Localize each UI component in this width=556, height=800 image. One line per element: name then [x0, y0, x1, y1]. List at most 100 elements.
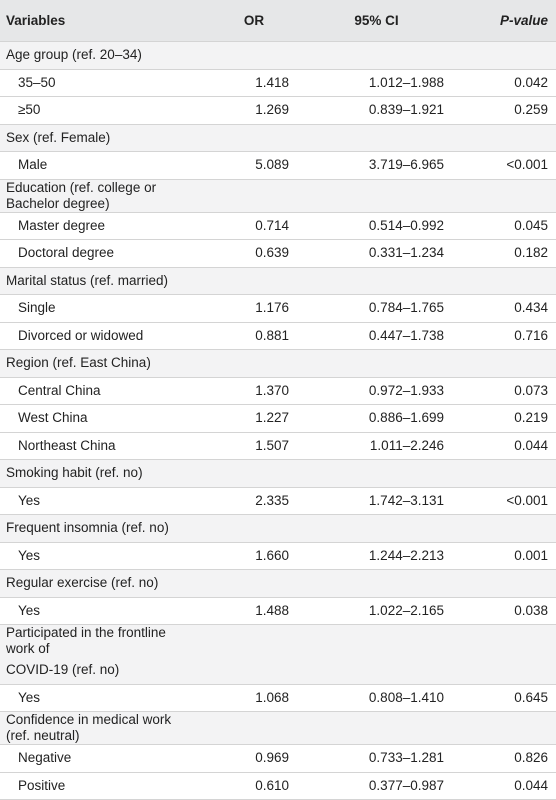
cell-or [181, 124, 289, 152]
cell-or: 5.089 [181, 151, 289, 179]
cell-ci [289, 349, 448, 377]
table-group-row: Participated in the frontline work of [0, 624, 556, 657]
cell-variable: Doctoral degree [0, 239, 181, 267]
cell-p-value [448, 569, 556, 597]
table-group-row: Regular exercise (ref. no) [0, 569, 556, 597]
table-row: Master degree 0.714 0.514–0.992 0.045 [0, 212, 556, 240]
cell-ci: 0.972–1.933 [289, 377, 448, 405]
table-group-row: Sex (ref. Female) [0, 124, 556, 152]
cell-ci [289, 569, 448, 597]
cell-or: 0.881 [181, 322, 289, 350]
table-row: Positive 0.610 0.377–0.987 0.044 [0, 772, 556, 800]
cell-variable: COVID-19 (ref. no) [0, 657, 181, 684]
cell-ci [289, 459, 448, 487]
cell-variable: Central China [0, 377, 181, 405]
cell-p-value: 0.044 [448, 772, 556, 800]
cell-or [181, 41, 289, 69]
table-group-row: COVID-19 (ref. no) [0, 657, 556, 684]
cell-p-value [448, 179, 556, 212]
cell-variable: Regular exercise (ref. no) [0, 569, 181, 597]
cell-variable: Frequent insomnia (ref. no) [0, 514, 181, 542]
cell-or: 0.969 [181, 744, 289, 772]
cell-p-value: <0.001 [448, 151, 556, 179]
header-variables: Variables [0, 0, 181, 42]
cell-variable: Yes [0, 597, 181, 625]
cell-or [181, 179, 289, 212]
table-row: Central China 1.370 0.972–1.933 0.073 [0, 377, 556, 405]
table-group-row: Smoking habit (ref. no) [0, 459, 556, 487]
cell-variable: Northeast China [0, 432, 181, 460]
cell-p-value: 0.001 [448, 542, 556, 570]
cell-or [181, 569, 289, 597]
cell-p-value: 0.073 [448, 377, 556, 405]
table-group-row: Frequent insomnia (ref. no) [0, 514, 556, 542]
cell-variable: Yes [0, 542, 181, 570]
cell-variable: 35–50 [0, 69, 181, 97]
cell-p-value: <0.001 [448, 487, 556, 515]
cell-variable: Yes [0, 487, 181, 515]
cell-variable: ≥50 [0, 96, 181, 124]
cell-p-value [448, 657, 556, 684]
table-row: Yes 1.068 0.808–1.410 0.645 [0, 684, 556, 712]
cell-ci: 0.886–1.699 [289, 404, 448, 432]
cell-or [181, 514, 289, 542]
cell-variable: Sex (ref. Female) [0, 124, 181, 152]
cell-variable: Yes [0, 684, 181, 712]
cell-or: 2.335 [181, 487, 289, 515]
cell-variable: Smoking habit (ref. no) [0, 459, 181, 487]
cell-ci: 0.808–1.410 [289, 684, 448, 712]
cell-ci: 1.022–2.165 [289, 597, 448, 625]
cell-p-value: 0.434 [448, 294, 556, 322]
cell-p-value: 0.182 [448, 239, 556, 267]
header-ci: 95% CI [289, 0, 448, 42]
cell-variable: Confidence in medical work (ref. neutral… [0, 711, 181, 745]
cell-ci: 0.733–1.281 [289, 744, 448, 772]
cell-or: 1.176 [181, 294, 289, 322]
cell-variable: Region (ref. East China) [0, 349, 181, 377]
cell-or [181, 624, 289, 657]
cell-p-value [448, 41, 556, 69]
table-row: Divorced or widowed 0.881 0.447–1.738 0.716 [0, 322, 556, 350]
cell-ci: 0.377–0.987 [289, 772, 448, 800]
table-row: West China 1.227 0.886–1.699 0.219 [0, 404, 556, 432]
cell-variable: Marital status (ref. married) [0, 267, 181, 295]
table-body: Age group (ref. 20–34) 35–50 1.418 1.012–1.… [0, 41, 556, 800]
cell-ci [289, 179, 448, 212]
cell-p-value [448, 267, 556, 295]
cell-p-value [448, 624, 556, 657]
table-group-row: Age group (ref. 20–34) [0, 41, 556, 69]
table-row: Negative 0.969 0.733–1.281 0.826 [0, 744, 556, 772]
cell-or [181, 657, 289, 684]
cell-or: 0.639 [181, 239, 289, 267]
cell-variable: Participated in the frontline work of [0, 624, 181, 657]
cell-variable: Positive [0, 772, 181, 800]
table-row: Northeast China 1.507 1.011–2.246 0.044 [0, 432, 556, 460]
cell-or: 1.660 [181, 542, 289, 570]
cell-or: 1.488 [181, 597, 289, 625]
table-header: Variables OR 95% CI P-value [0, 0, 556, 42]
cell-variable: Master degree [0, 212, 181, 240]
cell-or [181, 349, 289, 377]
cell-or: 1.507 [181, 432, 289, 460]
cell-ci [289, 267, 448, 295]
cell-ci: 3.719–6.965 [289, 151, 448, 179]
cell-ci: 0.447–1.738 [289, 322, 448, 350]
table-row: 35–50 1.418 1.012–1.988 0.042 [0, 69, 556, 97]
cell-or: 1.418 [181, 69, 289, 97]
cell-ci: 1.011–2.246 [289, 432, 448, 460]
header-p-value: P-value [448, 0, 556, 42]
cell-p-value [448, 349, 556, 377]
cell-p-value: 0.826 [448, 744, 556, 772]
cell-variable: West China [0, 404, 181, 432]
cell-variable: Male [0, 151, 181, 179]
cell-p-value [448, 124, 556, 152]
cell-ci: 0.839–1.921 [289, 96, 448, 124]
table-group-row: Confidence in medical work (ref. neutral… [0, 711, 556, 745]
cell-ci: 0.514–0.992 [289, 212, 448, 240]
cell-p-value: 0.645 [448, 684, 556, 712]
cell-p-value: 0.219 [448, 404, 556, 432]
cell-or: 0.714 [181, 212, 289, 240]
cell-p-value: 0.045 [448, 212, 556, 240]
cell-ci [289, 657, 448, 684]
